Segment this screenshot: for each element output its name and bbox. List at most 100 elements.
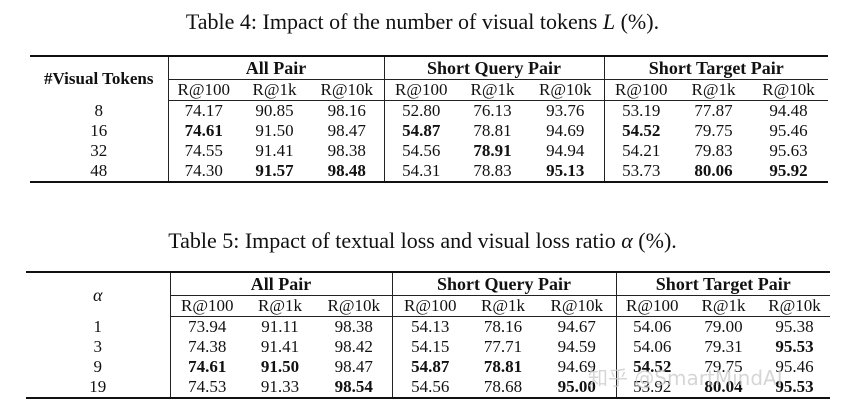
table-cell: 54.31 (383, 161, 458, 182)
table-cell: 77.71 (483, 337, 523, 356)
table-4-row-header: #Visual Tokens (30, 56, 169, 101)
table-cell: 53.19 (603, 100, 679, 121)
table-4-column-header: R@10k (527, 79, 605, 101)
table-cell: 91.11 (261, 317, 299, 336)
table-cell: 74.38 (188, 337, 227, 356)
table-row: 48 74.30 91.57 98.48 54.31 78.83 95.13 53.73 80.… (30, 161, 828, 182)
table-cell: 78.68 (483, 377, 523, 396)
table-4-caption: Table 4: Impact of the number of visual … (0, 10, 845, 34)
table-cell: 95.53 (775, 337, 814, 356)
table-cell: 98.42 (334, 337, 373, 356)
table-cell: 74.61 (188, 357, 227, 376)
table-cell: 95.38 (775, 317, 814, 336)
table-cell: 54.87 (383, 121, 458, 141)
table-cell: 94.59 (557, 337, 596, 356)
table-cell: 95.46 (775, 357, 814, 376)
table-5-group-header: Short Query Pair (391, 272, 617, 296)
table-cell: 98.16 (327, 101, 366, 120)
table-cell: 94.94 (546, 141, 585, 160)
table-cell: 52.80 (383, 100, 458, 121)
table-cell: 98.38 (327, 141, 366, 160)
table-cell: 79.75 (694, 121, 733, 140)
table-cell: 78.16 (483, 317, 523, 336)
table-cell: 78.81 (483, 357, 523, 376)
table-5-column-header: R@1k (244, 295, 316, 317)
table-5-column-header: R@1k (468, 295, 538, 317)
table-cell: 80.06 (694, 161, 733, 180)
table-row: 19 74.53 91.33 98.54 54.56 78.68 95.00 53.92 80.… (26, 377, 830, 398)
table-cell: 90.85 (255, 101, 294, 120)
table-4: #Visual Tokens All Pair Short Query Pair… (30, 55, 829, 183)
row-label: 9 (26, 357, 171, 377)
table-cell: 79.83 (694, 141, 733, 160)
row-label: 8 (30, 100, 169, 121)
table-cell: 98.47 (334, 357, 373, 376)
table-cell: 53.92 (615, 377, 689, 398)
row-label: 3 (26, 337, 171, 357)
table-5-group-header: All Pair (170, 272, 392, 296)
table-cell: 95.92 (769, 161, 808, 180)
table-cell: 95.63 (769, 141, 808, 160)
table-cell: 53.73 (603, 161, 679, 182)
table-cell: 91.57 (255, 161, 294, 180)
table-cell: 95.46 (769, 121, 808, 140)
table-4-column-header: R@100 (383, 79, 458, 101)
table-5-caption-symbol: α (621, 228, 633, 253)
table-cell: 74.53 (188, 377, 227, 396)
table-cell: 54.52 (603, 121, 679, 141)
table-cell: 74.17 (184, 101, 223, 120)
table-5-column-header: R@10k (316, 295, 392, 317)
table-cell: 98.38 (334, 317, 373, 336)
row-label: 16 (30, 121, 169, 141)
table-cell: 54.06 (615, 316, 689, 337)
table-cell: 76.13 (473, 101, 512, 120)
table-5-column-header: R@10k (538, 295, 617, 317)
table-cell: 73.94 (188, 317, 227, 336)
table-cell: 91.50 (255, 121, 294, 140)
table-cell: 54.15 (391, 337, 468, 357)
table-5-column-header: R@100 (615, 295, 689, 317)
table-cell: 78.81 (473, 121, 512, 140)
table-cell: 95.53 (775, 377, 814, 396)
table-cell: 94.69 (557, 357, 596, 376)
table-cell: 93.76 (546, 101, 585, 120)
row-label: 1 (26, 316, 171, 337)
table-row: 16 74.61 91.50 98.47 54.87 78.81 94.69 54.52 79.… (30, 121, 828, 141)
table-4-group-header: Short Target Pair (603, 56, 829, 80)
table-4-caption-text: Table 4: Impact of the number of visual … (185, 9, 598, 34)
table-cell: 91.41 (255, 141, 294, 160)
table-cell: 80.04 (704, 377, 743, 396)
table-cell: 74.55 (184, 141, 223, 160)
table-row: 3 74.38 91.41 98.42 54.15 77.71 94.59 54.06 79.3… (26, 337, 830, 357)
table-5-row-header: α (26, 272, 171, 317)
table-cell: 78.83 (473, 161, 512, 180)
table-cell: 54.06 (615, 337, 689, 357)
table-cell: 98.47 (327, 121, 366, 140)
table-4-column-header: R@100 (168, 79, 239, 101)
table-4-column-header: R@10k (310, 79, 384, 101)
table-5-column-header: R@10k (759, 295, 831, 317)
table-cell: 79.75 (704, 357, 743, 376)
table-cell: 98.48 (327, 161, 366, 180)
table-row: 32 74.55 91.41 98.38 54.56 78.91 94.94 54.21 79.… (30, 141, 828, 161)
table-cell: 74.61 (184, 121, 223, 140)
table-cell: 95.00 (557, 377, 596, 396)
table-4-column-header: R@100 (603, 79, 679, 101)
table-cell: 54.56 (383, 141, 458, 161)
row-label: 32 (30, 141, 169, 161)
table-5-caption: Table 5: Impact of textual loss and visu… (0, 229, 845, 253)
table-cell: 94.48 (769, 101, 808, 120)
table-cell: 91.50 (260, 357, 300, 376)
table-4-column-header: R@10k (749, 79, 829, 101)
table-cell: 94.67 (557, 317, 596, 336)
row-label: 48 (30, 161, 169, 182)
table-5-caption-suffix: (%). (638, 228, 677, 253)
table-cell: 74.30 (184, 161, 223, 180)
table-cell: 78.91 (473, 141, 512, 160)
table-4-column-header: R@1k (458, 79, 527, 101)
table-row: 1 73.94 91.11 98.38 54.13 78.16 94.67 54.06 79.0… (26, 316, 830, 337)
table-cell: 54.13 (391, 316, 468, 337)
table-cell: 54.52 (615, 357, 689, 377)
table-4-caption-symbol: L (602, 9, 616, 34)
table-cell: 94.69 (546, 121, 585, 140)
